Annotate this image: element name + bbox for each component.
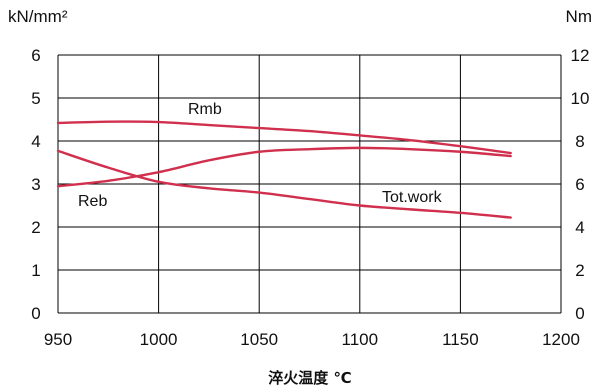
series-line-tot-work — [56, 146, 512, 188]
series-labels: Rmb Reb Tot.work — [78, 101, 443, 210]
y-tick-right-4: 8 — [575, 132, 584, 151]
x-axis-label: 淬火温度 ℃ — [268, 369, 351, 387]
x-tick-1: 1000 — [140, 330, 178, 349]
y-tick-right-5: 10 — [571, 89, 590, 108]
y-tick-left-1: 1 — [31, 261, 40, 280]
y-tick-left-2: 2 — [31, 218, 40, 237]
x-tick-4: 1150 — [442, 330, 479, 349]
series-label-reb: Reb — [78, 193, 107, 210]
series-line-rmb — [56, 120, 512, 155]
y-tick-right-6: 12 — [571, 46, 590, 65]
y-tick-left-0: 0 — [31, 304, 40, 323]
series-label-tot-work: Tot.work — [382, 189, 443, 206]
y-tick-left-5: 5 — [31, 89, 40, 108]
y-axis-right-unit: Nm — [566, 7, 592, 26]
x-tick-2: 1050 — [240, 330, 278, 349]
y-tick-right-2: 4 — [575, 218, 584, 237]
y-tick-right-1: 2 — [575, 261, 584, 280]
y-axis-left-unit: kN/mm² — [8, 7, 68, 26]
series-lines — [56, 120, 512, 219]
grid — [57, 54, 562, 314]
series-label-rmb: Rmb — [188, 101, 222, 118]
y-tick-right-0: 0 — [575, 304, 584, 323]
x-tick-3: 1100 — [342, 330, 379, 349]
x-tick-5: 1200 — [542, 330, 580, 349]
y-tick-left-6: 6 — [31, 46, 40, 65]
x-tick-0: 950 — [44, 330, 72, 349]
series-line-reb — [56, 149, 512, 219]
y-tick-right-3: 6 — [575, 175, 584, 194]
y-tick-left-3: 3 — [31, 175, 40, 194]
y-tick-left-4: 4 — [31, 132, 40, 151]
